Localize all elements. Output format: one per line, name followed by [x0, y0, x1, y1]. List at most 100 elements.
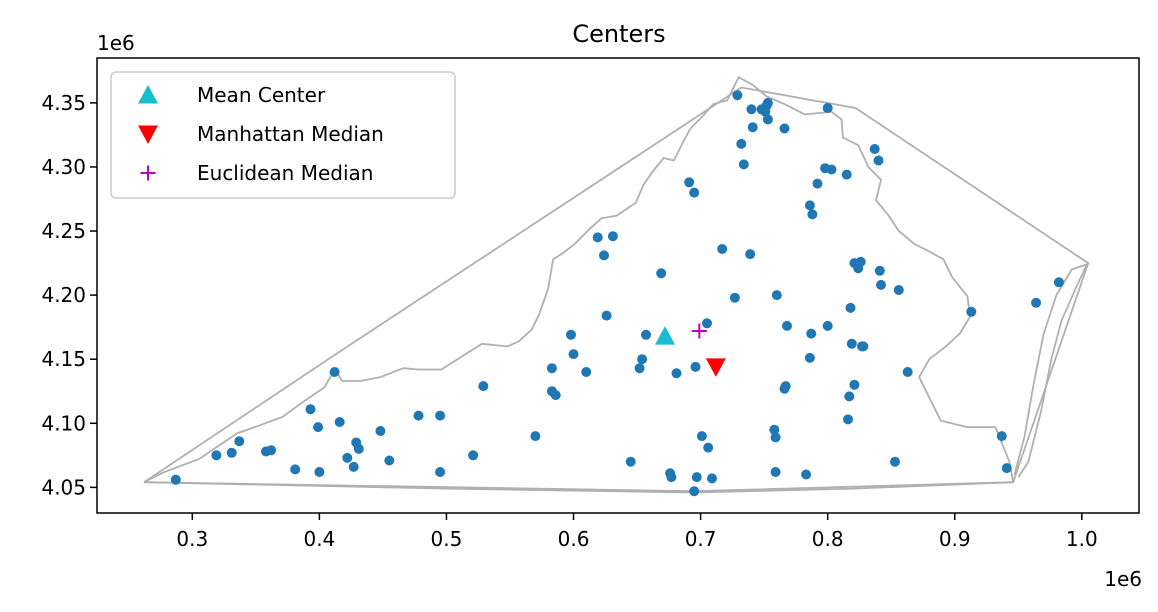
data-point: [762, 97, 773, 108]
data-point: [313, 422, 324, 433]
data-point: [707, 473, 717, 484]
data-point: [625, 456, 636, 467]
centers-layer: [655, 323, 726, 377]
data-point: [607, 231, 618, 242]
data-point: [780, 381, 791, 392]
data-point: [305, 404, 316, 415]
data-point: [170, 474, 181, 485]
data-point: [226, 447, 237, 458]
data-point: [770, 467, 781, 477]
data-point: [384, 455, 395, 466]
data-point: [413, 410, 424, 421]
data-point: [329, 367, 340, 377]
data-point: [702, 318, 712, 329]
data-point: [736, 138, 747, 149]
data-point: [762, 114, 773, 125]
data-point: [822, 103, 833, 113]
x-tick-label: 0.6: [558, 527, 590, 551]
data-point: [966, 306, 977, 317]
data-point: [435, 410, 446, 421]
data-point: [634, 363, 645, 374]
data-point: [801, 469, 812, 480]
data-point: [738, 159, 749, 170]
data-point: [691, 472, 702, 483]
data-point: [478, 381, 489, 392]
region-outline: [143, 76, 1090, 494]
data-point: [844, 391, 855, 402]
data-point: [996, 431, 1007, 442]
legend-euclidean-median-icon: [140, 165, 156, 181]
data-point: [732, 90, 743, 101]
data-point: [656, 268, 667, 279]
data-point: [729, 292, 740, 303]
data-point: [599, 250, 609, 261]
data-point: [746, 104, 757, 115]
data-point: [747, 122, 758, 133]
data-point: [1053, 277, 1064, 288]
data-point: [671, 368, 682, 379]
data-point: [826, 164, 837, 175]
legend-box: [110, 71, 456, 199]
data-point: [782, 320, 792, 331]
legend-manhattan-median-label: Manhattan Median: [197, 122, 384, 146]
convex-hull-outline: [143, 86, 1090, 493]
data-point: [745, 249, 756, 260]
data-point: [902, 367, 913, 377]
x-tick-label: 0.7: [685, 527, 717, 551]
data-point: [779, 123, 790, 134]
data-point: [342, 452, 353, 463]
data-point: [353, 443, 364, 454]
euclidean-median-marker: [691, 323, 707, 339]
chart-title: Centers: [572, 20, 665, 48]
data-point: [841, 169, 852, 180]
data-point: [893, 285, 904, 295]
y-tick-label: 4.25: [41, 219, 86, 243]
data-point: [468, 450, 479, 461]
x-tick-label: 0.9: [939, 527, 971, 551]
data-point: [592, 232, 603, 243]
data-point: [770, 432, 781, 443]
eastern-shore-outline: [1013, 263, 1088, 478]
axes-frame: [96, 57, 1140, 514]
data-point: [849, 379, 860, 390]
data-point: [804, 352, 815, 363]
data-point: [566, 329, 576, 340]
y-offset-label: 1e6: [97, 31, 135, 55]
y-tick-label: 4.20: [41, 283, 86, 307]
x-tick-label: 0.5: [431, 527, 463, 551]
data-point: [550, 390, 561, 401]
data-point: [769, 424, 780, 435]
data-point: [703, 442, 714, 453]
data-point: [375, 426, 386, 436]
data-point: [717, 244, 728, 254]
legend-manhattan-median-icon: [138, 125, 158, 144]
data-point: [334, 417, 345, 427]
x-offset-label: 1e6: [1104, 567, 1142, 591]
y-tick-label: 4.30: [41, 155, 86, 179]
data-point: [637, 354, 648, 365]
legend-mean-center-label: Mean Center: [197, 83, 326, 107]
y-tick-label: 4.05: [41, 475, 86, 499]
data-point: [845, 302, 856, 313]
data-point: [314, 467, 325, 477]
data-point: [876, 279, 886, 290]
manhattan-median-marker: [705, 358, 726, 377]
data-point: [1031, 297, 1042, 308]
x-tick-label: 1.0: [1066, 527, 1098, 551]
data-point: [684, 177, 695, 188]
legend-mean-center-icon: [138, 85, 158, 104]
data-point: [234, 436, 245, 447]
data-point: [869, 144, 880, 154]
data-point: [771, 290, 782, 301]
y-tick-label: 4.10: [41, 411, 86, 435]
data-point: [348, 461, 359, 472]
data-point: [858, 341, 869, 352]
state-outline: [143, 76, 1015, 494]
y-tick-label: 4.15: [41, 347, 86, 371]
data-point: [568, 349, 579, 360]
data-point: [601, 310, 612, 321]
data-point: [211, 450, 222, 461]
axes: 0.3 0.4 0.5 0.6 0.7 0.8 0.9 1.0 4.05 4.10 4.15 4.20…: [41, 57, 1140, 551]
data-point: [804, 200, 815, 211]
